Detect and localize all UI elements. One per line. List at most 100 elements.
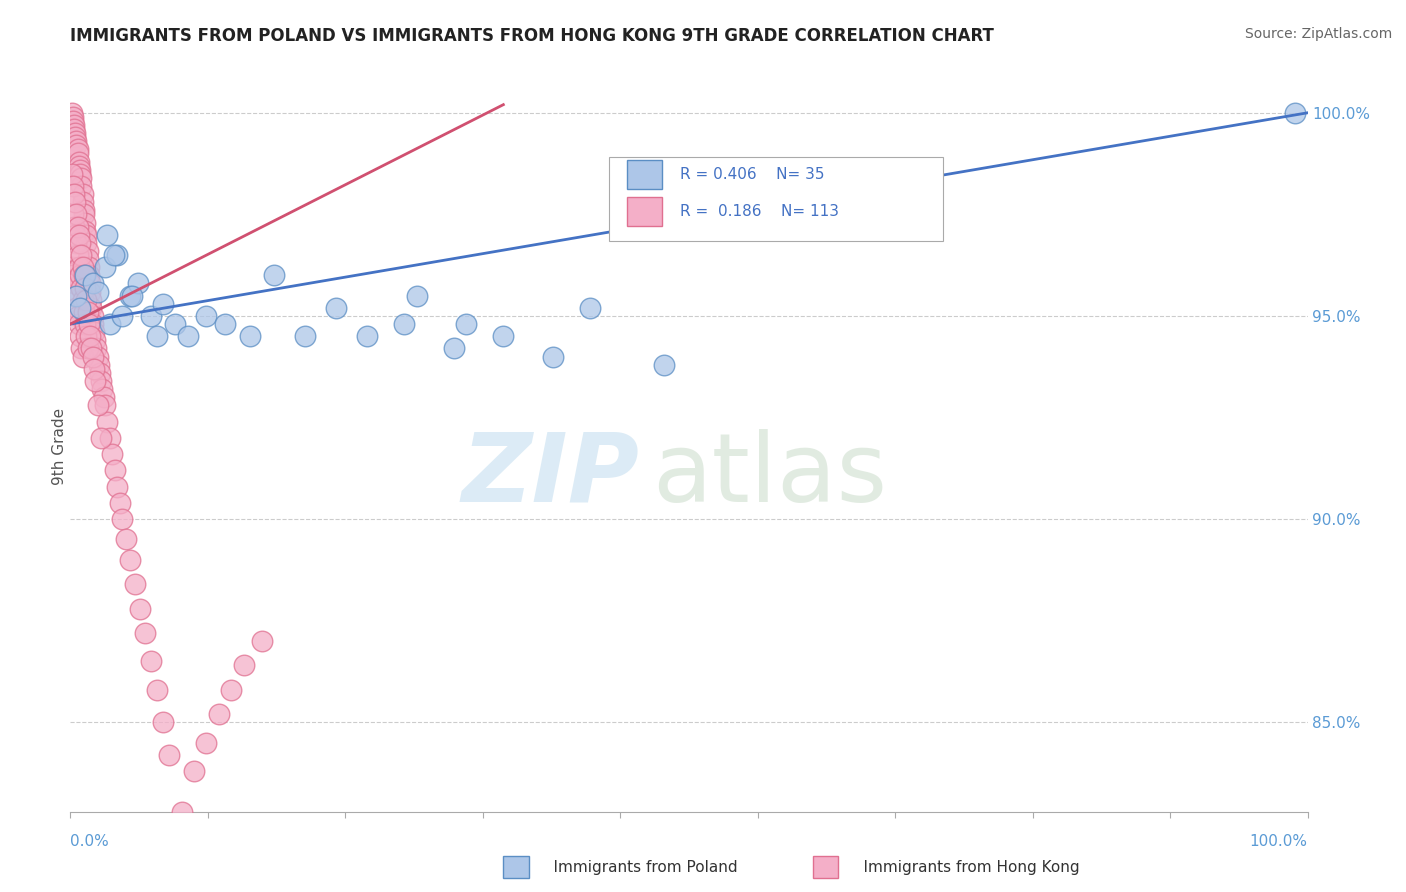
- Point: [294, 329, 316, 343]
- Point: [80, 301, 103, 315]
- Point: [76, 244, 98, 258]
- Point: [65, 288, 87, 302]
- Point: [98, 431, 121, 445]
- Point: [157, 747, 180, 762]
- Point: [72, 195, 94, 210]
- Point: [65, 138, 87, 153]
- Point: [86, 398, 108, 412]
- Point: [263, 268, 285, 283]
- Point: [75, 227, 97, 242]
- Point: [73, 305, 96, 319]
- Point: [239, 329, 262, 343]
- Point: [111, 309, 134, 323]
- Point: [84, 374, 107, 388]
- Text: ZIP: ZIP: [461, 429, 640, 522]
- Point: [121, 288, 143, 302]
- Point: [356, 329, 378, 343]
- Point: [1284, 105, 1306, 120]
- Text: 100.0%: 100.0%: [1250, 834, 1308, 849]
- Point: [62, 268, 84, 283]
- Point: [214, 317, 236, 331]
- Text: R =  0.186    N= 113: R = 0.186 N= 113: [681, 204, 839, 219]
- Point: [456, 317, 478, 331]
- Point: [139, 309, 162, 323]
- Text: atlas: atlas: [652, 429, 887, 522]
- Text: R = 0.406    N= 35: R = 0.406 N= 35: [681, 167, 825, 182]
- Point: [70, 280, 93, 294]
- Point: [65, 227, 87, 242]
- Point: [76, 252, 98, 266]
- Point: [111, 512, 134, 526]
- Point: [127, 277, 149, 291]
- Point: [69, 301, 91, 315]
- Point: [63, 219, 86, 234]
- Text: Immigrants from Poland: Immigrants from Poland: [534, 860, 738, 874]
- FancyBboxPatch shape: [609, 157, 942, 241]
- Point: [94, 398, 117, 412]
- Point: [62, 178, 84, 193]
- Point: [65, 130, 87, 145]
- Point: [70, 248, 93, 262]
- Point: [66, 146, 89, 161]
- Point: [70, 178, 93, 193]
- Point: [104, 463, 127, 477]
- Point: [70, 170, 93, 185]
- Point: [67, 260, 90, 275]
- Point: [82, 350, 104, 364]
- Point: [72, 187, 94, 202]
- Point: [96, 227, 118, 242]
- Point: [83, 361, 105, 376]
- Point: [579, 301, 602, 315]
- Point: [60, 167, 83, 181]
- Point: [75, 280, 97, 294]
- Point: [165, 317, 187, 331]
- Point: [63, 187, 86, 202]
- Point: [75, 235, 97, 250]
- Point: [73, 268, 96, 283]
- Point: [63, 277, 86, 291]
- Point: [84, 334, 107, 348]
- Point: [67, 159, 90, 173]
- Point: [79, 277, 101, 291]
- Point: [73, 203, 96, 218]
- Point: [195, 736, 218, 750]
- Point: [90, 431, 112, 445]
- Point: [76, 305, 98, 319]
- Point: [103, 248, 125, 262]
- Point: [394, 317, 416, 331]
- Point: [77, 317, 100, 331]
- Point: [170, 805, 193, 819]
- Point: [65, 207, 87, 221]
- Point: [325, 301, 347, 315]
- Point: [77, 268, 100, 283]
- Point: [77, 260, 100, 275]
- Text: IMMIGRANTS FROM POLAND VS IMMIGRANTS FROM HONG KONG 9TH GRADE CORRELATION CHART: IMMIGRANTS FROM POLAND VS IMMIGRANTS FRO…: [70, 27, 994, 45]
- Point: [195, 309, 218, 323]
- Point: [66, 309, 89, 323]
- Point: [72, 260, 94, 275]
- Point: [108, 496, 131, 510]
- Bar: [627, 160, 662, 189]
- Point: [105, 480, 128, 494]
- Point: [82, 277, 104, 291]
- Point: [62, 207, 84, 221]
- Point: [63, 122, 86, 136]
- Point: [69, 235, 91, 250]
- Point: [65, 235, 87, 250]
- Point: [65, 134, 87, 148]
- Point: [94, 260, 117, 275]
- Bar: [627, 197, 662, 226]
- Point: [65, 301, 87, 315]
- Point: [76, 342, 98, 356]
- Point: [115, 533, 138, 547]
- Point: [152, 715, 174, 730]
- Point: [69, 268, 91, 283]
- Point: [128, 601, 150, 615]
- Point: [73, 207, 96, 221]
- Point: [82, 317, 104, 331]
- Point: [69, 162, 91, 177]
- Point: [541, 350, 564, 364]
- Point: [652, 358, 675, 372]
- Point: [177, 329, 200, 343]
- Y-axis label: 9th Grade: 9th Grade: [52, 408, 66, 484]
